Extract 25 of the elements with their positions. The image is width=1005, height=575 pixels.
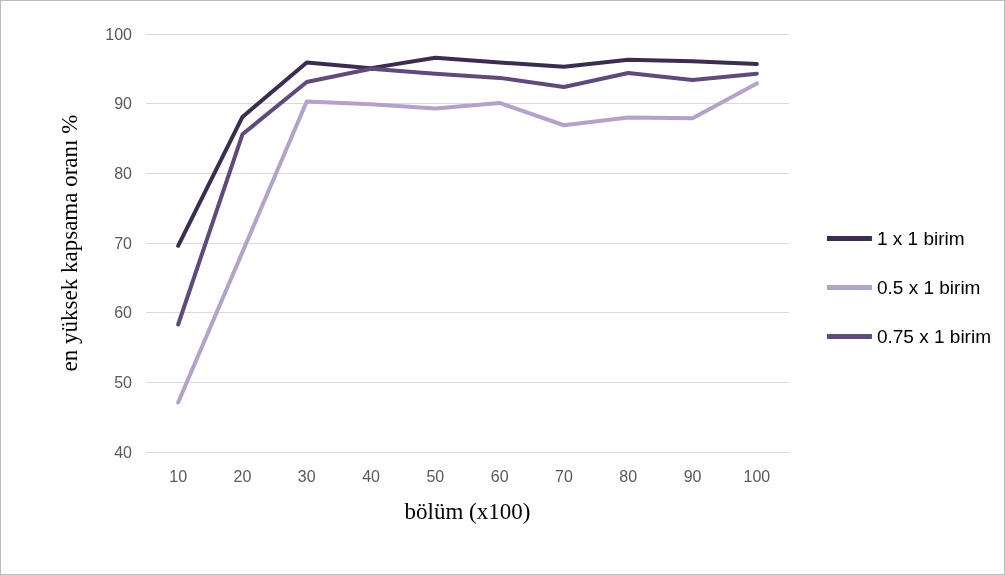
line-series [176,55,759,248]
x-axis-title: bölüm (x100) [404,499,531,524]
line-series [176,81,759,405]
x-tick-label: 80 [619,467,638,485]
y-tick-label: 90 [114,95,133,113]
x-tick-label: 50 [426,467,445,485]
line-series [176,66,759,327]
y-tick-label: 80 [114,164,133,182]
y-tick-label: 60 [114,304,133,322]
x-tick-label: 40 [362,467,381,485]
legend-label: 1 x 1 birim [876,228,965,249]
y-tick-label: 50 [114,373,133,391]
y-tick-label: 70 [114,234,133,252]
legend-label: 0.75 x 1 birim [876,326,991,347]
x-tick-label: 10 [169,467,188,485]
x-tick-label: 90 [683,467,702,485]
y-tick-label: 100 [105,25,133,43]
y-axis-title: en yüksek kapsama oranı % [57,114,82,372]
x-tick-label: 60 [490,467,509,485]
x-tick-label: 30 [297,467,316,485]
x-tick-label: 20 [233,467,252,485]
x-tick-label: 100 [743,467,771,485]
x-tick-label: 70 [555,467,573,485]
legend-label: 0.5 x 1 birim [876,277,981,298]
y-tick-label: 40 [114,443,133,461]
